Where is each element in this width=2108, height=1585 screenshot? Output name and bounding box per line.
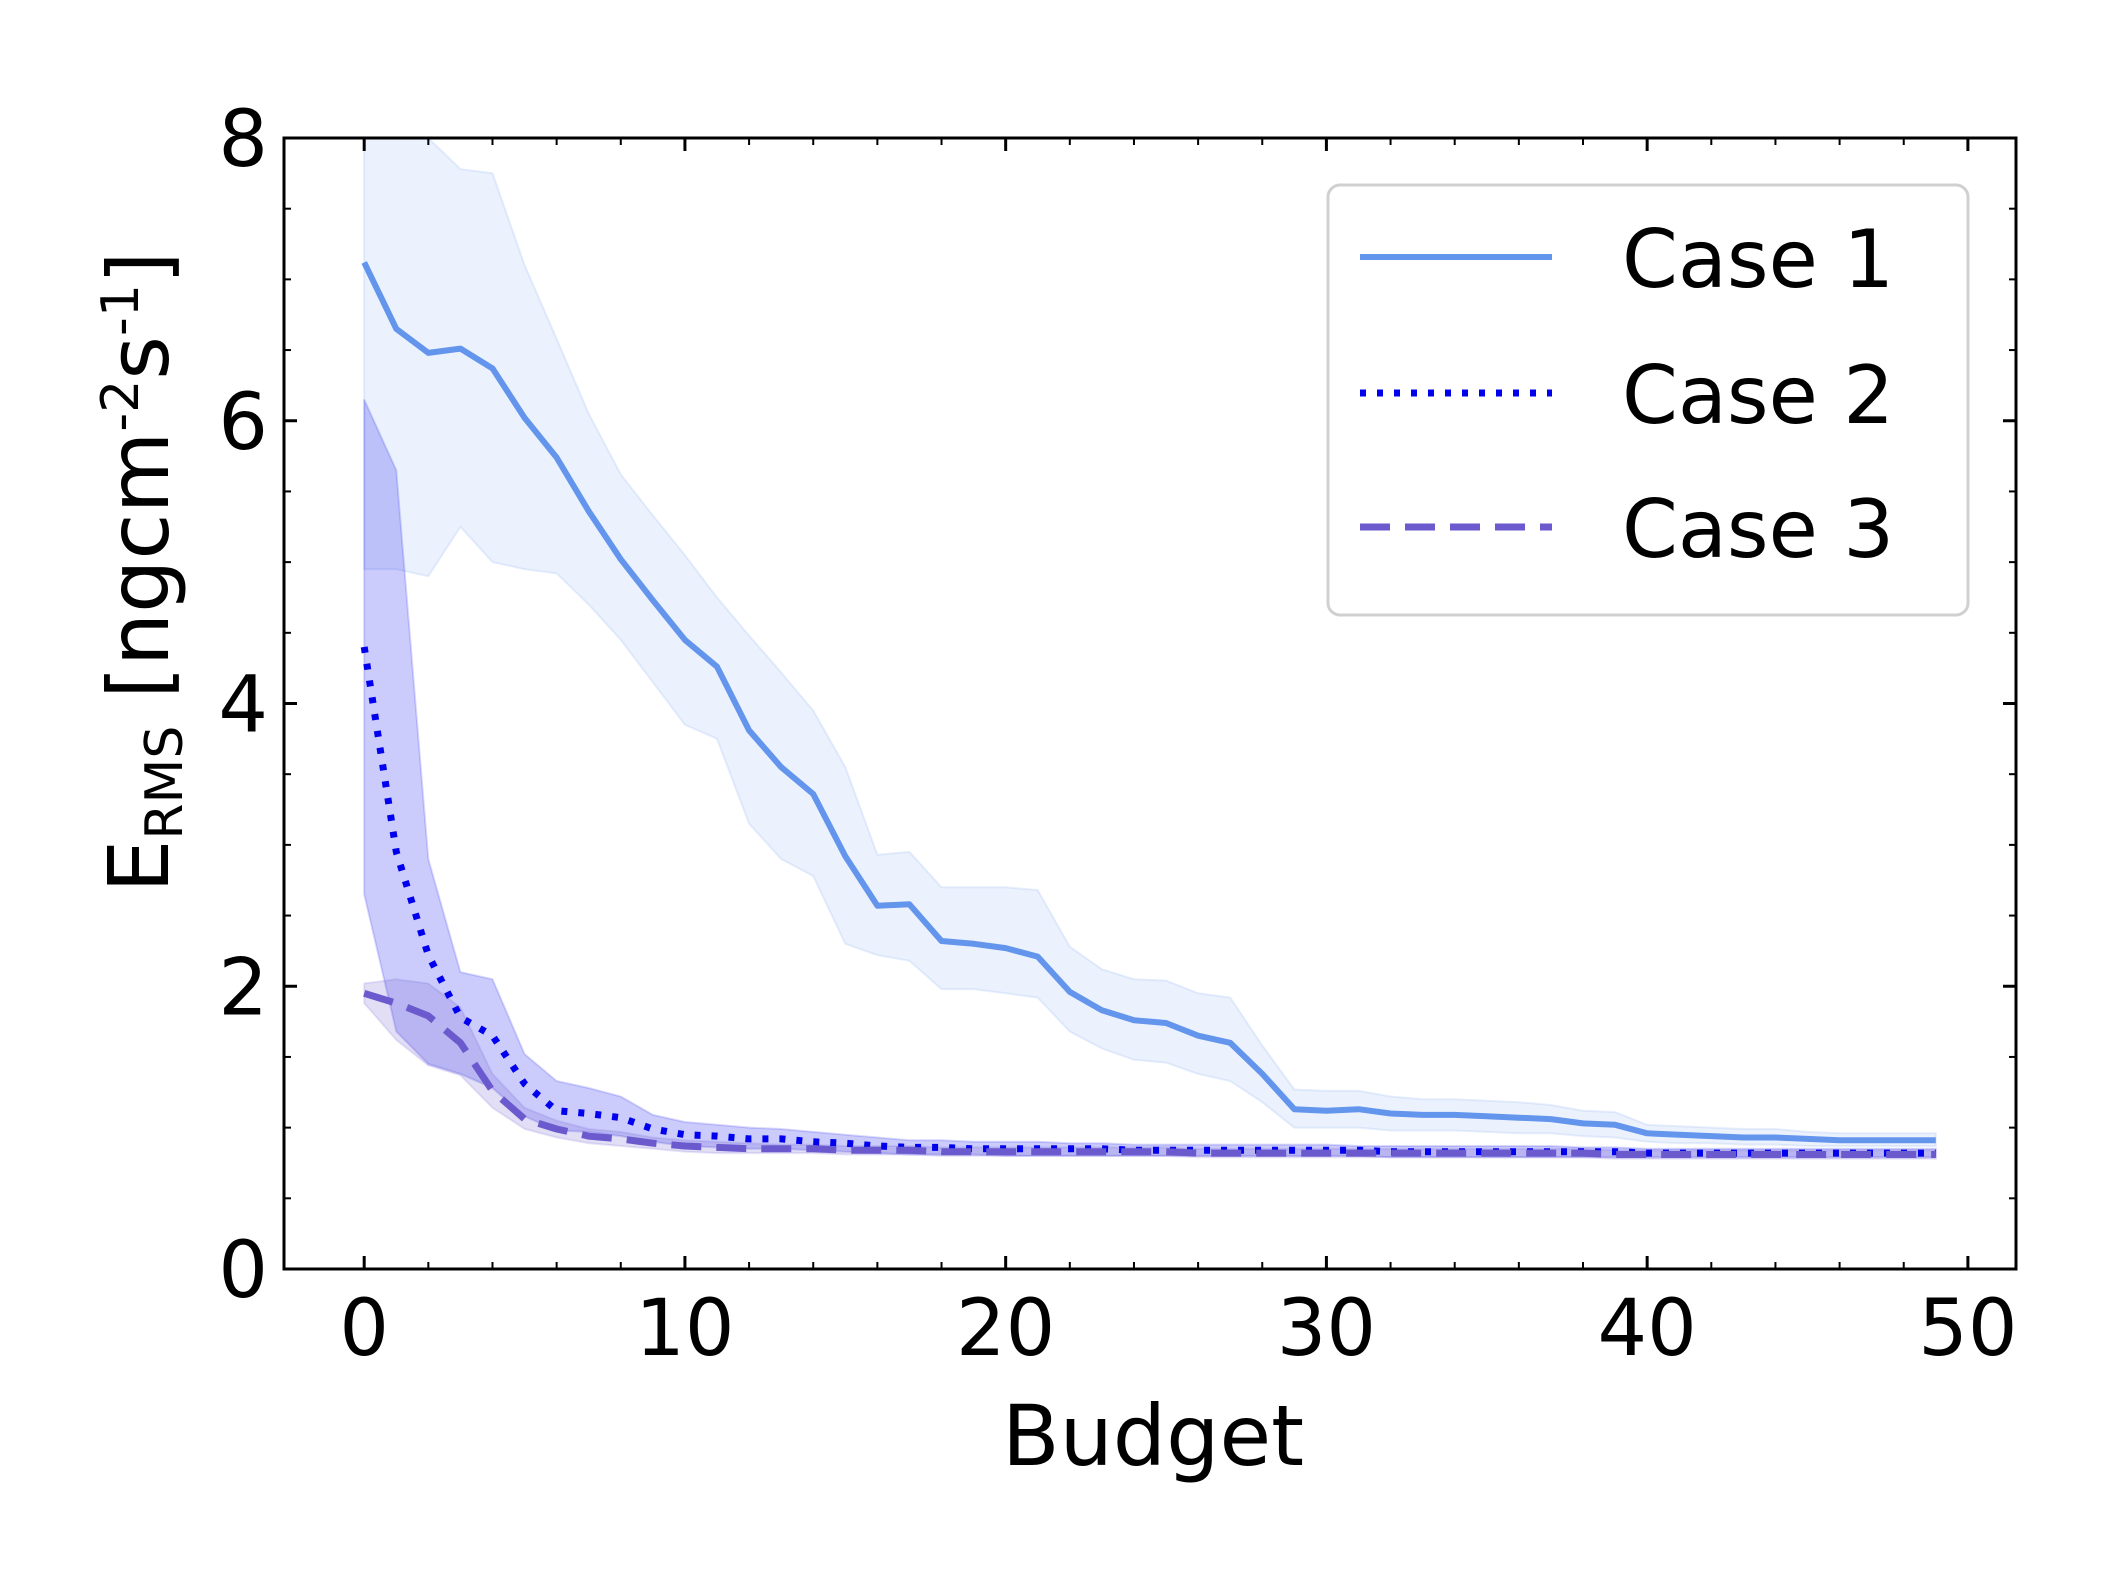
y-axis-title-base: E <box>90 840 188 893</box>
x-tick-label: 0 <box>339 1284 389 1374</box>
line-series-1 <box>361 261 1936 1144</box>
y-axis-title-subscript: RMS <box>135 726 195 840</box>
line-series-2 <box>360 646 1936 1157</box>
x-axis: 0 10 20 30 40 50 <box>339 138 2018 1374</box>
y-tick-label: 8 <box>218 95 268 185</box>
x-tick-label: 20 <box>956 1284 1055 1374</box>
legend-label-case-1: Case 1 <box>1622 213 1894 306</box>
y-axis-title-superscript-1: -2 <box>91 380 151 432</box>
band-series-1 <box>363 137 1937 1147</box>
line-series-3 <box>363 989 1936 1158</box>
y-tick-label: 0 <box>218 1226 268 1316</box>
y-tick-label: 4 <box>218 661 268 751</box>
y-axis-title-superscript-2: -1 <box>91 284 151 336</box>
x-tick-label: 10 <box>635 1284 734 1374</box>
legend-label-case-3: Case 3 <box>1622 483 1894 576</box>
y-axis-title: ERMS [ngcm-2s-1] <box>90 251 195 892</box>
legend-label-case-2: Case 2 <box>1622 349 1894 442</box>
y-axis: 0 2 4 6 8 <box>218 95 2016 1316</box>
legend: Case 1 Case 2 Case 3 <box>1326 183 1970 617</box>
y-tick-label: 6 <box>218 378 268 468</box>
series-lines <box>360 261 1936 1158</box>
x-axis-title: Budget <box>1002 1387 1304 1485</box>
x-tick-label: 50 <box>1918 1284 2017 1374</box>
x-tick-label: 40 <box>1598 1284 1697 1374</box>
x-tick-label: 30 <box>1277 1284 1376 1374</box>
y-axis-title-units-close: ] <box>90 251 188 284</box>
y-axis-title-units-mid: s <box>90 336 188 380</box>
legend-box <box>1326 183 1970 617</box>
y-tick-label: 2 <box>218 943 268 1033</box>
y-axis-title-units-prefix: [ngcm <box>90 432 188 726</box>
